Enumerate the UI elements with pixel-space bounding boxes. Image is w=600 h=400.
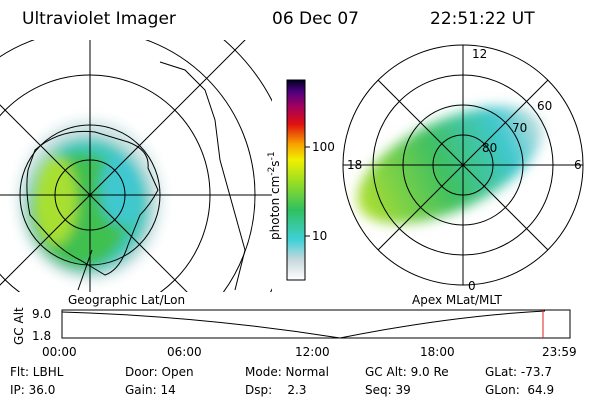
mlt-label: 6 <box>574 158 582 172</box>
y-label: 1.8 <box>32 329 51 343</box>
altitude-curve <box>61 310 546 339</box>
status-field: Seq: 39 <box>365 383 411 397</box>
label-part: -2 <box>267 167 277 176</box>
label-part: s <box>268 160 282 166</box>
colorbar-tick-label: 100 <box>312 140 335 154</box>
title: Ultraviolet Imager <box>22 9 176 29</box>
x-label: 23:59 <box>542 345 577 359</box>
status-field: GC Alt: 9.0 Re <box>365 365 449 379</box>
status-field: GLat: -73.7 <box>485 365 552 379</box>
label-part: photon cm <box>268 176 282 240</box>
mlt-label: 12 <box>472 47 487 61</box>
x-label: 18:00 <box>420 345 455 359</box>
geo-caption: Geographic Lat/Lon <box>68 293 185 307</box>
status-field: Gain: 14 <box>125 383 176 397</box>
lat-label: 60 <box>537 99 552 113</box>
x-label: 12:00 <box>295 345 330 359</box>
polar-grid <box>342 44 584 286</box>
x-label: 06:00 <box>167 345 202 359</box>
status-field: GLon: 64.9 <box>485 383 554 397</box>
status-field: Dsp: 2.3 <box>245 383 307 397</box>
status: Flt: LBHL Door: Open Mode: Normal GC Alt: 9… <box>10 365 554 397</box>
timeline-axis-label: GC Alt <box>12 307 26 345</box>
timeline-frame <box>61 309 571 339</box>
mag-caption: Apex MLat/MLT <box>412 293 502 307</box>
colorbar <box>286 79 306 281</box>
label-part: -1 <box>267 151 277 160</box>
colorbar-tick-label: 10 <box>312 229 327 243</box>
mlt-label: 0 <box>468 279 476 293</box>
status-field: Door: Open <box>125 365 194 379</box>
status-field: IP: 36.0 <box>10 383 55 397</box>
x-labels: 00:00 06:00 12:00 18:00 23:59 <box>42 345 577 359</box>
lat-label: 80 <box>482 141 497 155</box>
lat-label: 70 <box>512 121 527 135</box>
colorbar-label: photon cm-2s-1 <box>267 151 282 240</box>
x-label: 00:00 <box>42 345 77 359</box>
geo-map <box>0 40 272 292</box>
time: 22:51:22 UT <box>430 9 535 29</box>
y-label: 9.0 <box>32 307 51 321</box>
date: 06 Dec 07 <box>272 9 359 29</box>
status-field: Flt: LBHL <box>10 365 64 379</box>
mlt-label: 18 <box>347 158 362 172</box>
status-field: Mode: Normal <box>245 365 329 379</box>
